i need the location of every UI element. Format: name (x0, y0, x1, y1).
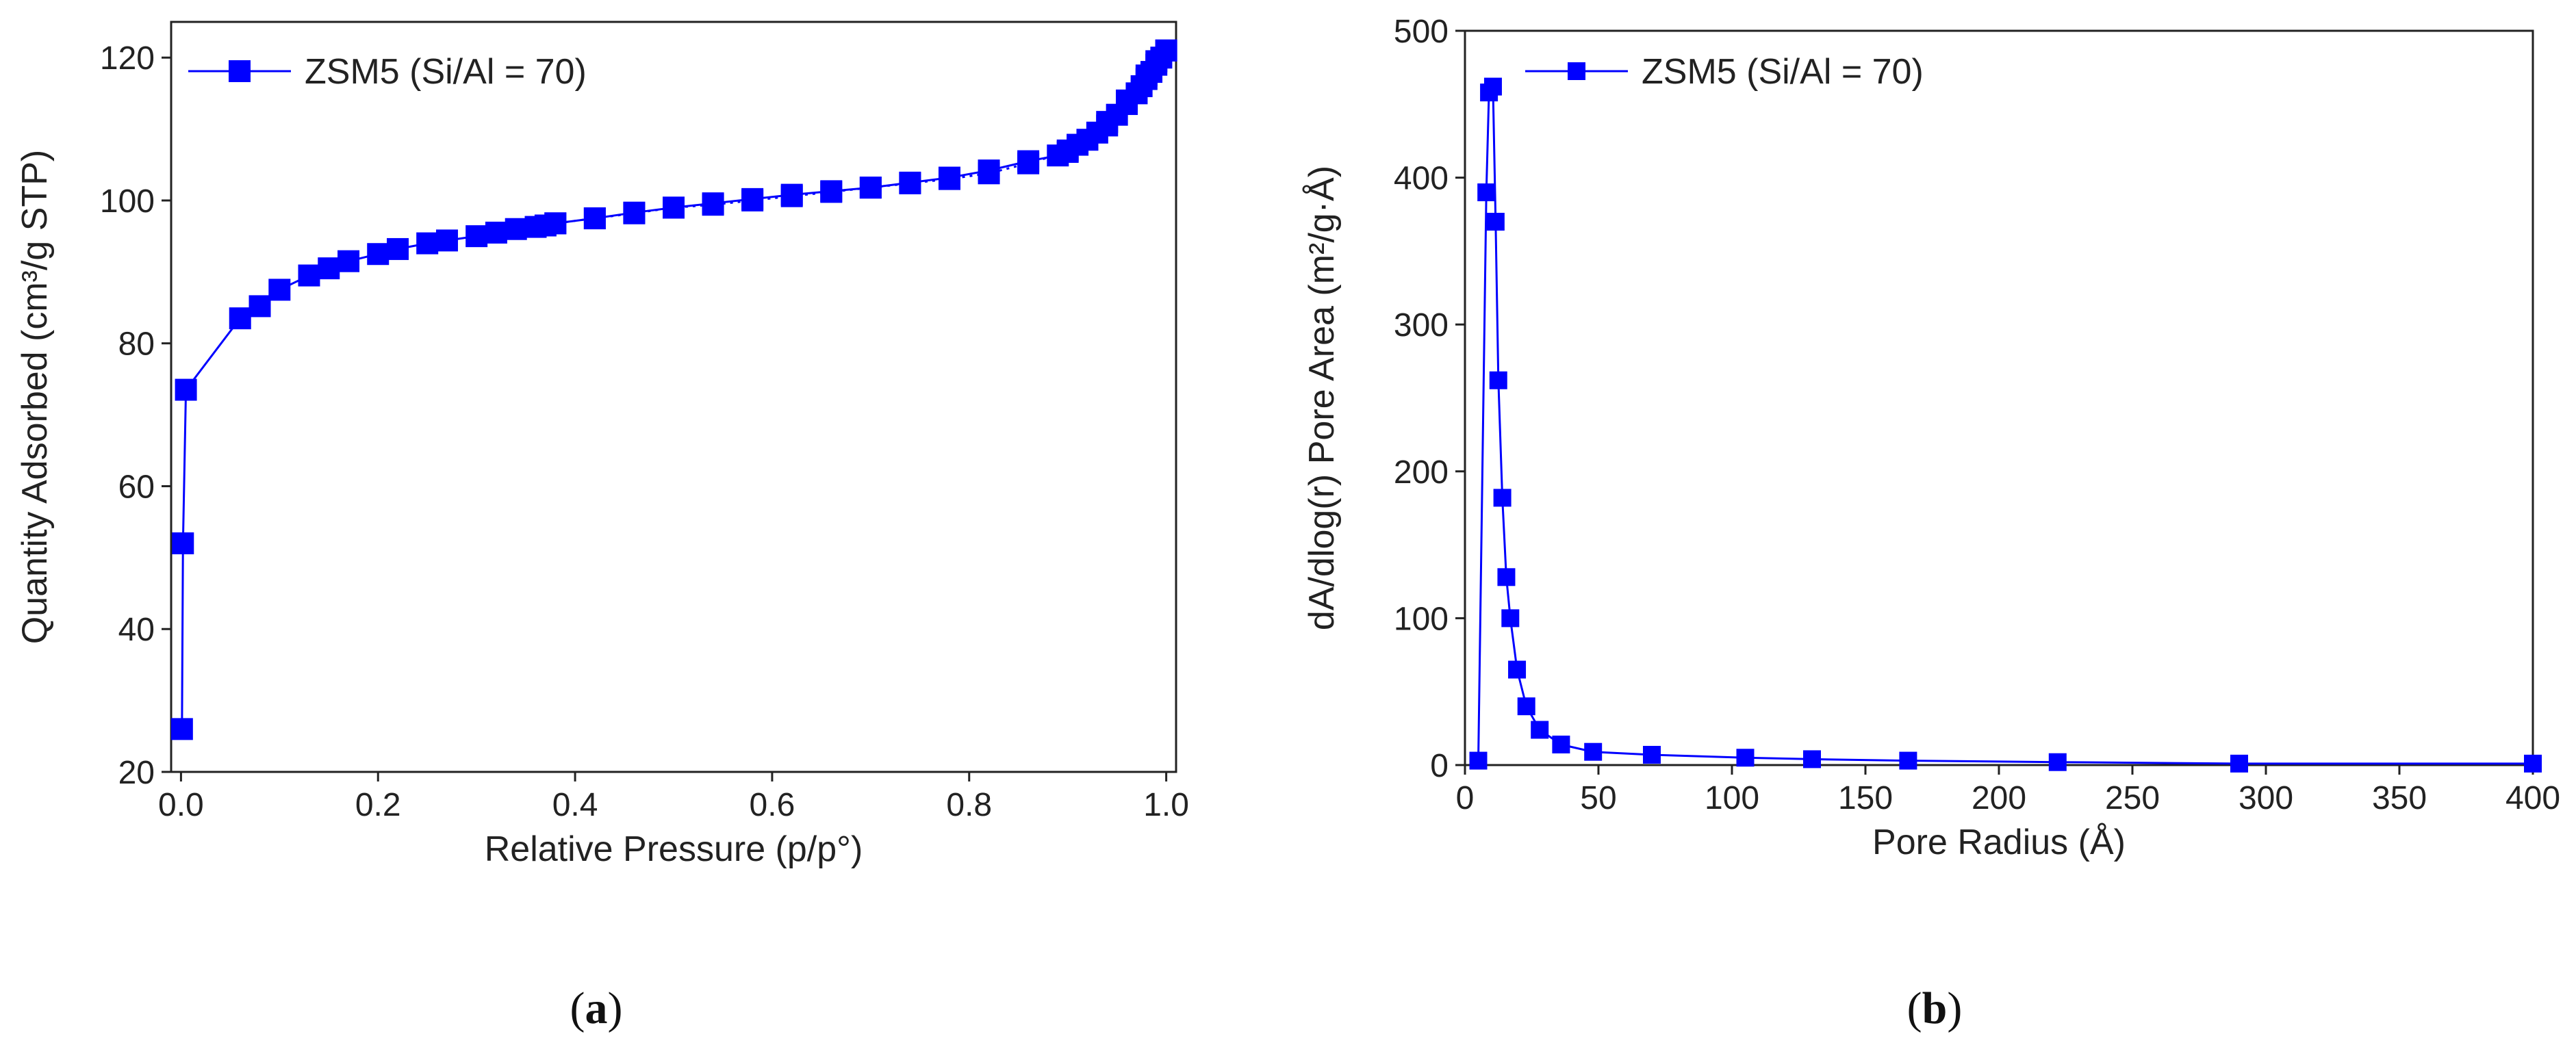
data-point-marker (318, 257, 340, 280)
x-axis-title: Relative Pressure (p/p°) (485, 829, 863, 869)
x-tick-label: 200 (1972, 780, 2026, 816)
data-point-marker (2524, 754, 2542, 773)
caption-b: (b) (1907, 983, 1963, 1033)
desorption-point-marker (780, 185, 803, 207)
y-axis-title: dA/dlog(r) Pore Area (m²/g·Å) (1302, 166, 1342, 630)
y-axis-title: Quantity Adsorbed (cm³/g STP) (15, 150, 55, 645)
data-point-marker (1501, 609, 1520, 628)
y-tick-label: 0 (1430, 748, 1449, 784)
desorption-point-marker (938, 168, 960, 190)
x-tick-label: 0.0 (158, 787, 204, 823)
data-point-marker (1469, 751, 1488, 770)
x-tick-label: 150 (1838, 780, 1893, 816)
data-point-marker (298, 264, 320, 287)
y-tick-label: 20 (118, 755, 155, 791)
desorption-point-marker (1056, 140, 1079, 163)
data-point-marker (1584, 742, 1603, 761)
data-point-marker (387, 237, 409, 260)
data-point-marker (337, 250, 360, 272)
desorption-point-marker (820, 181, 843, 203)
desorption-point-marker (1076, 129, 1099, 151)
y-tick-label: 40 (118, 612, 155, 648)
data-point-marker (1899, 751, 1917, 770)
data-point-marker (1489, 371, 1507, 389)
data-point-marker (172, 532, 194, 554)
x-tick-label: 100 (1705, 780, 1759, 816)
y-tick-label: 400 (1394, 161, 1449, 197)
x-tick-label: 350 (2372, 780, 2427, 816)
data-point-marker (1483, 77, 1502, 96)
legend-label: ZSM5 (Si/Al = 70) (1642, 52, 1924, 92)
data-point-marker (1493, 489, 1512, 507)
x-tick-label: 250 (2105, 780, 2160, 816)
data-point-marker (466, 225, 488, 248)
y-tick-label: 100 (100, 183, 155, 220)
y-tick-label: 120 (100, 40, 155, 77)
desorption-point-marker (623, 202, 646, 224)
data-point-marker (1803, 750, 1821, 768)
y-tick-label: 200 (1394, 454, 1449, 491)
data-point-marker (2230, 754, 2248, 773)
desorption-point-marker (702, 194, 724, 216)
data-point-marker (268, 279, 291, 301)
x-tick-label: 0 (1456, 780, 1475, 816)
desorption-point-marker (1135, 64, 1158, 87)
desorption-point-marker (544, 212, 567, 235)
x-tick-label: 0.4 (552, 787, 598, 823)
plot-frame (170, 21, 1177, 773)
desorption-point-marker (1116, 89, 1138, 112)
x-tick-label: 0.2 (355, 787, 401, 823)
x-tick-label: 300 (2239, 780, 2293, 816)
data-point-marker (435, 229, 458, 252)
data-point-marker (1736, 749, 1755, 767)
x-axis-title: Pore Radius (Å) (1872, 823, 2126, 862)
legend-marker (1568, 62, 1585, 80)
isotherm-chart: (a) 0.0 0.2 0.4 0.6 0.8 1.0 20 40 60 80 100 120 Rela… (15, 21, 1189, 1033)
data-point-marker (1497, 568, 1516, 586)
desorption-point-marker (899, 172, 921, 194)
data-point-marker (1486, 212, 1505, 231)
legend-label: ZSM5 (Si/Al = 70) (305, 52, 587, 92)
desorption-point-marker (663, 196, 685, 219)
y-tick-label: 100 (1394, 601, 1449, 637)
data-point-marker (2048, 753, 2067, 771)
data-point-marker (1508, 660, 1527, 679)
pore-area-chart: (b) 0 50 100 150 200 250 300 350 400 0 100 200 300 40… (1302, 14, 2560, 1033)
data-point-marker (170, 718, 193, 740)
data-point-marker (485, 221, 507, 244)
data-point-marker (367, 243, 390, 266)
x-tick-label: 0.8 (946, 787, 992, 823)
y-tick-label: 60 (118, 469, 155, 505)
desorption-point-marker (978, 162, 1000, 185)
x-tick-label: 0.6 (750, 787, 795, 823)
legend-marker (229, 60, 251, 82)
data-point-marker (1531, 721, 1549, 739)
data-point-marker (416, 232, 439, 255)
data-point-marker (175, 378, 197, 401)
caption-a: (a) (570, 983, 623, 1033)
data-point-marker (505, 218, 527, 240)
data-point-marker (229, 307, 251, 330)
x-tick-label: 50 (1580, 780, 1616, 816)
data-point-marker (1517, 697, 1535, 716)
desorption-point-marker (583, 207, 606, 230)
data-point-marker (1552, 735, 1570, 753)
y-tick-label: 500 (1394, 14, 1449, 50)
x-tick-label: 1.0 (1143, 787, 1189, 823)
desorption-point-marker (859, 177, 882, 199)
x-tick-label: 400 (2505, 780, 2560, 816)
y-tick-label: 80 (118, 326, 155, 363)
data-point-marker (248, 295, 271, 318)
desorption-point-marker (741, 189, 764, 211)
desorption-point-marker (1096, 111, 1119, 133)
y-tick-label: 300 (1394, 307, 1449, 344)
data-point-marker (1643, 745, 1661, 764)
data-point-marker (1477, 183, 1496, 202)
desorption-point-marker (1017, 152, 1040, 174)
